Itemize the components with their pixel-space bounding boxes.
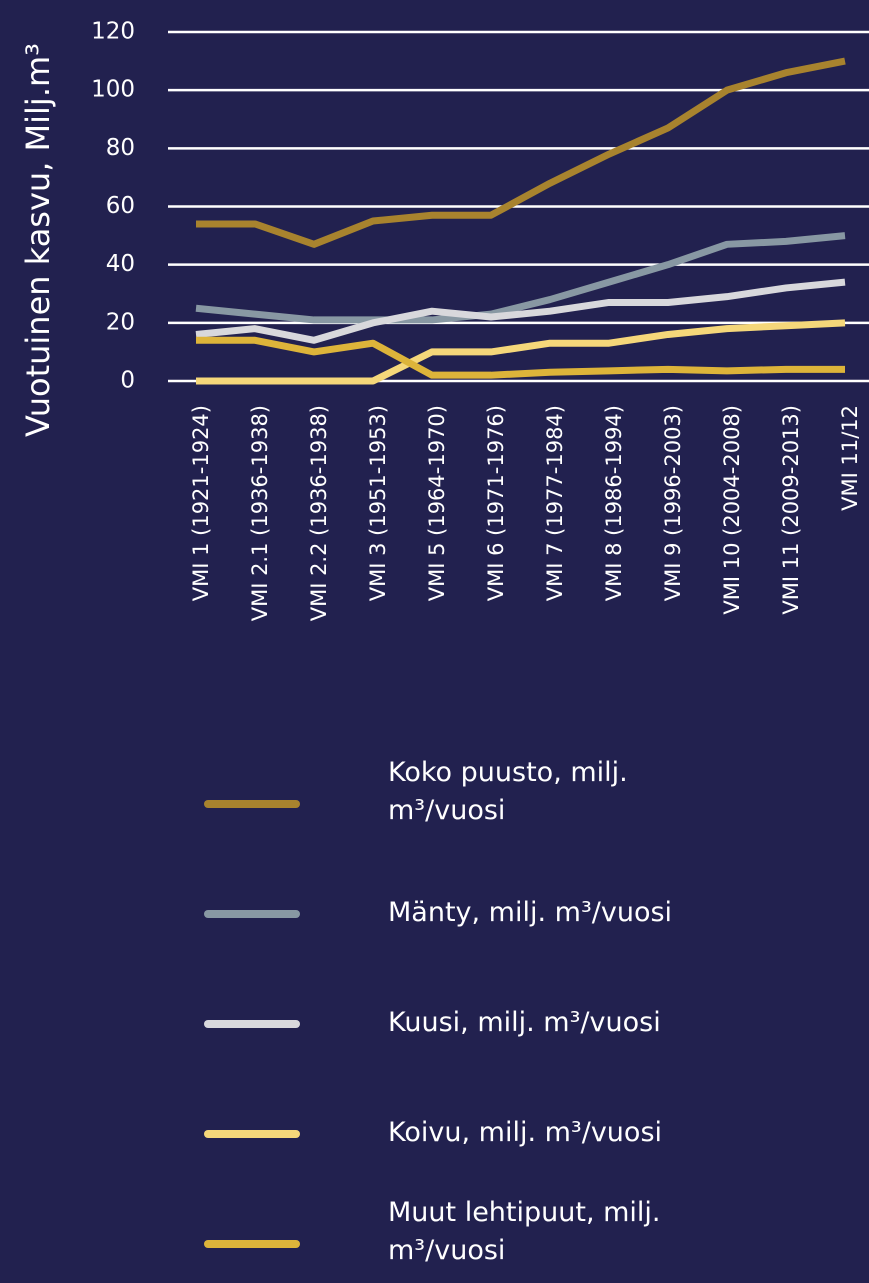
x-tick-label: VMI 7 (1977-1984)	[543, 405, 567, 601]
x-tick-label: VMI 11 (2009-2013)	[779, 405, 803, 615]
y-tick-label: 40	[106, 251, 135, 277]
x-tick-label: VMI 3 (1951-1953)	[366, 405, 390, 601]
x-tick-label: VMI 2.1 (1936-1938)	[248, 405, 272, 621]
legend-label: Koko puusto, milj. m³/vuosi	[388, 757, 628, 826]
x-tick-label: VMI 6 (1971-1976)	[484, 405, 508, 601]
x-tick-label: VMI 1 (1921-1924)	[189, 405, 213, 601]
legend-label: Kuusi, milj. m³/vuosi	[388, 1007, 661, 1038]
series-line	[195, 278, 846, 344]
x-tick-label: VMI 11/12	[838, 405, 862, 511]
series-line	[196, 57, 846, 248]
y-tick-label: 0	[120, 368, 135, 394]
legend-swatch	[204, 910, 300, 918]
y-tick-label: 80	[106, 135, 135, 161]
y-tick-label: 60	[106, 193, 135, 219]
legend-label: Muut lehtipuut, milj. m³/vuosi	[388, 1197, 661, 1266]
x-tick-label: VMI 8 (1986-1994)	[602, 405, 626, 601]
series-line	[195, 232, 846, 324]
y-tick-label: 120	[91, 19, 135, 45]
chart: Vuotuinen kasvu, Milj.m³ 0 20 40 60 80 100 120…	[19, 19, 869, 621]
y-tick-label: 100	[91, 77, 135, 103]
legend-swatch	[204, 800, 300, 808]
legend-label: Koivu, milj. m³/vuosi	[388, 1117, 663, 1148]
x-tick-label: VMI 2.2 (1936-1938)	[307, 405, 331, 621]
x-tick-label: VMI 10 (2004-2008)	[720, 405, 744, 615]
y-tick-label: 20	[106, 309, 135, 335]
y-axis-label: Vuotuinen kasvu, Milj.m³	[19, 43, 57, 437]
series-line	[196, 319, 846, 385]
legend-swatch	[204, 1130, 300, 1138]
legend-swatch	[204, 1240, 300, 1248]
x-tick-label: VMI 5 (1964-1970)	[425, 405, 449, 601]
x-tick-label: VMI 9 (1996-2003)	[661, 405, 685, 601]
legend-swatch	[204, 1020, 300, 1028]
legend-label: Mänty, milj. m³/vuosi	[388, 897, 673, 928]
series-line	[196, 336, 845, 379]
